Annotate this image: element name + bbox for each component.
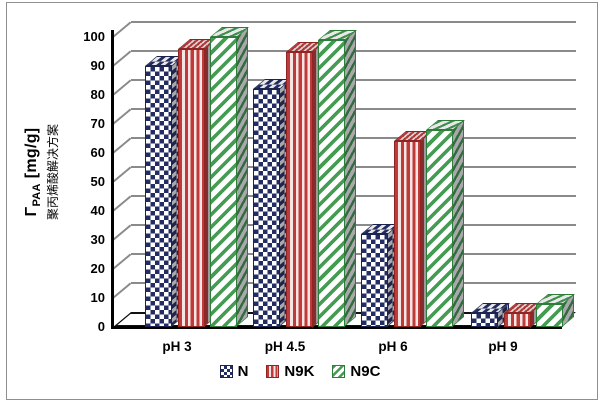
- bar-N9C-pH 3: [210, 37, 237, 327]
- gridline-connector-30: [112, 224, 132, 241]
- bar-side-N9C-pH 6: [452, 119, 464, 327]
- y-tick-label-0: 0: [97, 319, 105, 334]
- bar-N9C-pH 6: [426, 129, 453, 327]
- bar-N9C-pH 4.5: [318, 39, 345, 327]
- gridline-connector-100: [112, 21, 132, 38]
- y-tick-label-100: 100: [83, 29, 105, 44]
- y-tick-label-40: 40: [90, 203, 105, 218]
- legend-swatch-n9c-icon: [332, 365, 346, 378]
- bar-N-pH 4.5: [253, 89, 280, 327]
- bar-side-N9C-pH 4.5: [344, 29, 356, 327]
- bar-side-N9C-pH 3: [236, 27, 248, 327]
- legend: N N9K N9C: [0, 363, 600, 380]
- y-tick-label-20: 20: [90, 261, 105, 276]
- gridline-connector-70: [112, 108, 132, 125]
- bar-N-pH 3: [145, 66, 172, 327]
- gridline-connector-20: [112, 253, 132, 270]
- legend-swatch-n9k-icon: [266, 365, 280, 378]
- gridline-connector-50: [112, 166, 132, 183]
- legend-label-n9k: N9K: [284, 363, 315, 380]
- legend-item-n9c: N9C: [332, 363, 380, 380]
- y-tick-label-10: 10: [90, 290, 105, 305]
- gridline-connector-80: [112, 79, 132, 96]
- gridline-connector-40: [112, 195, 132, 212]
- y-tick-label-80: 80: [90, 87, 105, 102]
- x-category-label-pH 4.5: pH 4.5: [264, 339, 306, 354]
- gridline-connector-90: [112, 50, 132, 67]
- x-category-label-pH 3: pH 3: [162, 339, 192, 354]
- gridline-connector-10: [112, 282, 132, 299]
- bar-N9K-pH 3: [177, 48, 205, 327]
- y-axis-line: [111, 30, 114, 329]
- y-tick-label-60: 60: [90, 145, 105, 160]
- bar-N-pH 9: [471, 312, 498, 327]
- bar-N-pH 6: [361, 234, 388, 327]
- gridline-100: [131, 21, 576, 23]
- legend-label-n9c: N9C: [350, 363, 381, 380]
- x-category-label-pH 6: pH 6: [378, 339, 408, 354]
- y-tick-label-90: 90: [90, 58, 105, 73]
- legend-swatch-n-icon: [219, 365, 233, 378]
- y-tick-label-70: 70: [90, 116, 105, 131]
- legend-item-n9k: N9K: [266, 363, 314, 380]
- bar-N9K-pH 9: [503, 312, 531, 327]
- chart-border: [6, 2, 598, 400]
- bar-N9K-pH 4.5: [285, 51, 313, 327]
- legend-label-n: N: [237, 363, 249, 380]
- bar-N9C-pH 9: [536, 303, 563, 327]
- x-category-label-pH 9: pH 9: [488, 339, 518, 354]
- y-tick-label-50: 50: [90, 174, 105, 189]
- y-tick-label-30: 30: [90, 232, 105, 247]
- bar-N9K-pH 6: [393, 141, 421, 327]
- x-axis-line: [111, 326, 562, 329]
- legend-item-n: N: [219, 363, 249, 380]
- gridline-connector-60: [112, 137, 132, 154]
